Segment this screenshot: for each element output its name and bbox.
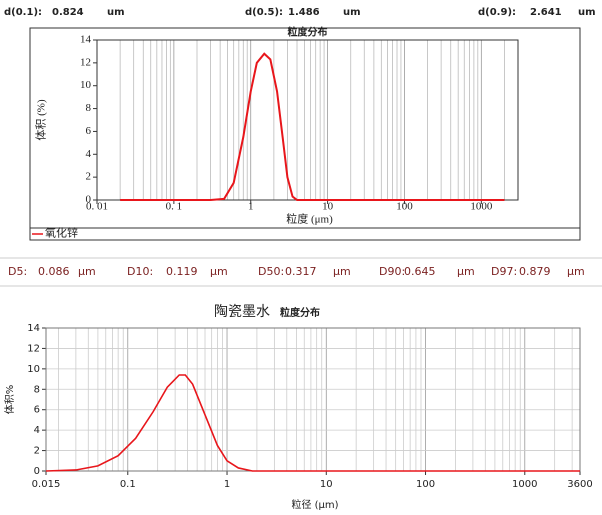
y-tick-label: 6: [34, 405, 40, 416]
stat-label: D90:: [379, 265, 405, 278]
y-tick-label: 12: [27, 343, 40, 354]
stat-value: 0.645: [404, 265, 436, 278]
stat-value: 0.317: [285, 265, 317, 278]
y-tick-label: 14: [27, 323, 40, 334]
x-tick-label: 0.1: [120, 479, 136, 490]
chart-subtitle: 粒度分布: [280, 306, 320, 319]
y-tick-label: 0: [86, 194, 92, 206]
x-tick-label: 1: [224, 479, 230, 490]
x-tick-label: 0. 01: [86, 201, 108, 213]
series-line: [120, 52, 505, 201]
chart-2: 0.015 0.1 1 10 100 1000 3600 0 2 4 6 8 10 12 14 陶瓷墨水 粒度分…: [4, 304, 593, 511]
y-axis-label: 体积%: [4, 385, 16, 415]
header-value: 0.824: [52, 7, 84, 18]
plot-frame: [45, 327, 581, 472]
stat-value: 0.086: [38, 265, 70, 278]
stat-unit: μm: [78, 265, 96, 278]
stat-unit: μm: [210, 265, 228, 278]
stat-unit: μm: [567, 265, 585, 278]
y-axis-label: 体积 (%): [34, 99, 48, 141]
y-tick-label: 12: [80, 56, 91, 68]
x-tick-label: 1000: [470, 201, 493, 213]
x-tick-label: 10: [322, 201, 334, 213]
y-tick-label: 0: [34, 466, 40, 477]
y-tick-label: 8: [34, 384, 40, 395]
stat-value: 0.119: [166, 265, 198, 278]
legend-label: 氧化锌: [45, 226, 78, 240]
header-value: 1.486: [288, 7, 320, 18]
y-tick-label: 2: [34, 446, 40, 457]
stat-unit: μm: [457, 265, 475, 278]
header-label: d(0.5):: [245, 7, 283, 18]
header-unit: um: [343, 7, 361, 18]
y-tick-label: 14: [80, 34, 92, 46]
x-tick-label: 0.015: [32, 479, 61, 490]
x-tick-label: 0. 1: [166, 201, 183, 213]
y-tick-label: 4: [86, 148, 92, 160]
stat-label: D5:: [8, 265, 27, 278]
stat-unit: μm: [333, 265, 351, 278]
y-tick-label: 2: [86, 171, 92, 183]
stat-label: D97:: [491, 265, 517, 278]
stat-label: D50:: [258, 265, 284, 278]
series-line: [45, 374, 580, 472]
plot-frame: [96, 39, 519, 201]
x-tick-label: 1: [248, 201, 254, 213]
x-tick-label: 1000: [512, 479, 537, 490]
x-axis-label: 粒径 (μm): [291, 498, 338, 511]
y-tick-label: 10: [80, 79, 92, 91]
x-axis-label: 粒度 (μm): [286, 212, 333, 226]
x-tick-label: 3600: [567, 479, 592, 490]
x-tick-label: 10: [320, 479, 333, 490]
x-tick-label: 100: [396, 201, 413, 213]
chart-title: 陶瓷墨水: [214, 304, 270, 320]
y-tick-label: 6: [86, 125, 92, 137]
stat-value: 0.879: [519, 265, 551, 278]
chart-title: 粒度分布: [288, 25, 328, 38]
y-tick-label: 10: [27, 364, 40, 375]
header-unit: um: [578, 7, 596, 18]
header-value: 2.641: [530, 7, 562, 18]
y-tick-label: 8: [86, 102, 92, 114]
header-unit: um: [107, 7, 125, 18]
x-tick-label: 100: [416, 479, 435, 490]
header-label: d(0.9):: [478, 7, 516, 18]
y-tick-label: 4: [34, 425, 40, 436]
header-label: d(0.1):: [4, 7, 42, 18]
stat-label: D10:: [127, 265, 153, 278]
chart-frame: [29, 27, 581, 241]
